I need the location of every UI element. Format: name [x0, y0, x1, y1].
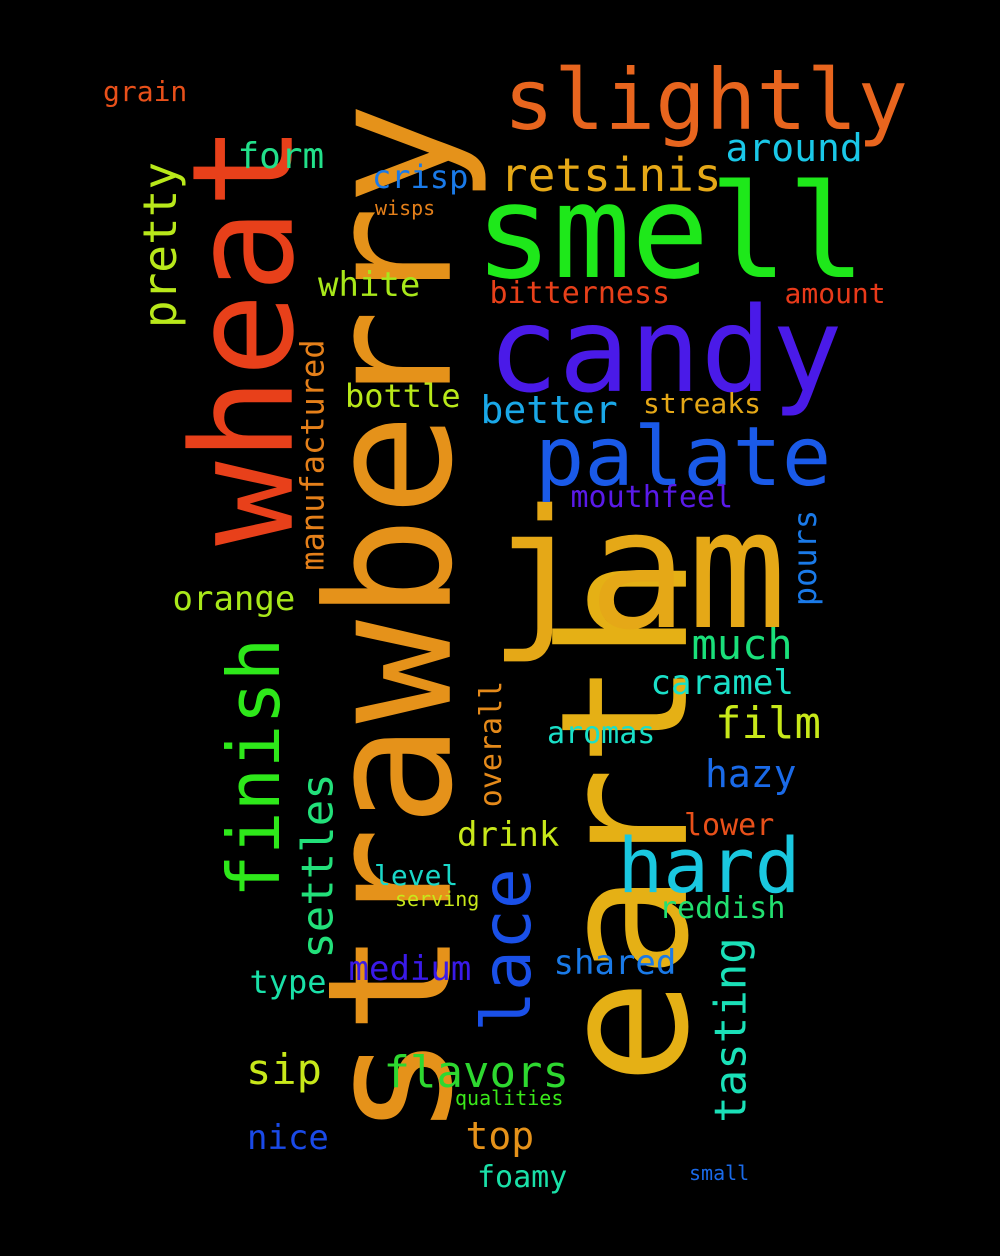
- word-smell: smell: [474, 156, 866, 308]
- word-pretty: pretty: [133, 161, 188, 329]
- word-tasting: tasting: [705, 937, 757, 1123]
- word-bottle: bottle: [345, 377, 461, 415]
- word-candy: candy: [487, 281, 843, 419]
- word-bitterness: bitterness: [489, 276, 671, 311]
- word-orange: orange: [172, 579, 296, 619]
- word-lower: lower: [684, 808, 775, 843]
- word-hazy: hazy: [705, 752, 797, 796]
- word-flavors: flavors: [383, 1047, 569, 1098]
- word-serving: serving: [395, 887, 480, 911]
- word-hard: hard: [617, 821, 801, 910]
- word-type: type: [249, 963, 327, 1001]
- word-overall: overall: [474, 680, 510, 808]
- word-film: film: [715, 698, 821, 749]
- word-streaks: streaks: [643, 387, 762, 420]
- word-shared: shared: [553, 943, 677, 983]
- word-reddish: reddish: [659, 891, 786, 926]
- word-white: white: [318, 265, 421, 305]
- word-qualities: qualities: [455, 1086, 564, 1110]
- word-sip: sip: [246, 1045, 322, 1094]
- word-foamy: foamy: [477, 1160, 568, 1195]
- word-amount: amount: [784, 277, 886, 310]
- word-jam: jam: [489, 473, 788, 666]
- word-wisps: wisps: [375, 196, 436, 220]
- word-level: level: [374, 859, 459, 892]
- word-palate: palate: [535, 410, 832, 505]
- word-medium: medium: [348, 949, 472, 989]
- word-around: around: [725, 126, 863, 170]
- word-much: much: [691, 620, 793, 669]
- word-settles: settles: [292, 773, 344, 959]
- word-retsinis: retsinis: [500, 148, 722, 202]
- word-manufactured: manufactured: [293, 339, 332, 571]
- word-lace: lace: [467, 868, 547, 1032]
- word-mouthfeel: mouthfeel: [570, 480, 734, 515]
- word-pours: pours: [786, 509, 825, 607]
- word-aromas: aromas: [547, 716, 656, 751]
- word-slightly: slightly: [503, 51, 909, 149]
- word-crisp: crisp: [372, 158, 469, 196]
- word-grain: grain: [103, 75, 188, 108]
- word-finish: finish: [212, 637, 297, 899]
- word-top: top: [465, 1114, 535, 1158]
- word-better: better: [480, 388, 618, 432]
- word-form: form: [237, 136, 325, 177]
- word-caramel: caramel: [650, 663, 794, 703]
- word-nice: nice: [247, 1118, 329, 1158]
- word-drink: drink: [457, 815, 560, 855]
- word-small: small: [689, 1161, 750, 1185]
